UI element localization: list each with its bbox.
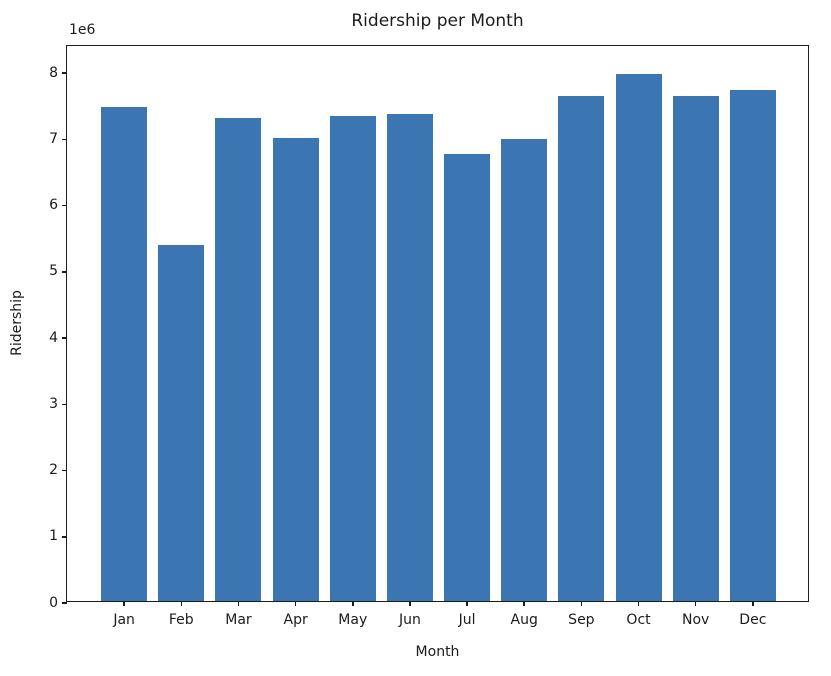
y-tick-mark	[62, 138, 67, 141]
bar-may	[329, 115, 376, 601]
bar-oct	[615, 73, 662, 601]
bar-aug	[501, 139, 548, 601]
bar-mar	[215, 117, 262, 601]
x-tick-label-apr: Apr	[283, 612, 308, 628]
x-tick-mark	[352, 601, 354, 606]
x-tick-mark	[580, 601, 583, 606]
y-tick-label: 8	[49, 64, 58, 81]
y-tick-label: 5	[49, 263, 58, 280]
x-tick-label-jul: Jul	[458, 612, 476, 628]
y-tick-mark	[62, 72, 67, 74]
y-tick-label: 3	[49, 395, 58, 412]
y-tick-mark	[62, 536, 67, 538]
y-tick-label: 2	[49, 462, 58, 479]
y-axis-label: Ridership	[9, 290, 25, 356]
bar-nov	[672, 96, 719, 601]
x-tick-label-aug: Aug	[510, 612, 538, 628]
y-axis-offset-label: 1e6	[69, 22, 96, 38]
y-tick-mark	[62, 337, 67, 339]
y-tick-label: 1	[49, 528, 58, 545]
x-tick-label-nov: Nov	[682, 612, 710, 628]
x-tick-mark	[123, 601, 125, 606]
bar-apr	[272, 138, 319, 601]
x-tick-mark	[523, 601, 525, 606]
chart-title: Ridership per Month	[351, 11, 524, 31]
y-tick-label: 6	[49, 197, 58, 214]
bar-jun	[386, 113, 433, 601]
x-tick-mark	[637, 601, 640, 606]
x-tick-label-sep: Sep	[568, 612, 595, 628]
x-tick-mark	[180, 601, 183, 606]
x-tick-mark	[409, 601, 411, 606]
y-tick-mark	[62, 204, 67, 207]
bar-feb	[158, 245, 205, 601]
y-tick-mark	[62, 602, 67, 604]
plot-area: 0 1 2 3 4 5 6 7 8 Jan Feb Mar Apr May Jun Jul Aug Sep Oct N…	[49, 45, 809, 628]
x-tick-label-feb: Feb	[168, 612, 194, 628]
y-tick-label: 0	[49, 594, 58, 611]
x-tick-label-dec: Dec	[739, 612, 767, 628]
x-tick-mark	[294, 601, 297, 606]
x-axis-label: Month	[415, 644, 460, 660]
x-tick-label-oct: Oct	[626, 612, 651, 628]
bar-sep	[558, 96, 605, 601]
y-tick-label: 4	[49, 329, 58, 346]
bar-dec	[729, 90, 776, 601]
y-tick-label: 7	[49, 130, 58, 147]
bar-jan	[101, 106, 148, 601]
x-tick-mark	[466, 601, 468, 606]
x-tick-mark	[752, 601, 754, 606]
x-tick-label-mar: Mar	[225, 612, 252, 628]
x-tick-label-jun: Jun	[398, 612, 421, 628]
x-tick-mark	[237, 601, 240, 606]
y-tick-mark	[62, 403, 67, 406]
x-tick-mark	[694, 601, 697, 606]
y-tick-mark	[62, 271, 67, 273]
x-tick-label-may: May	[338, 612, 368, 628]
x-tick-label-jan: Jan	[113, 612, 135, 628]
y-tick-mark	[62, 469, 67, 472]
bar-jul	[444, 153, 491, 601]
